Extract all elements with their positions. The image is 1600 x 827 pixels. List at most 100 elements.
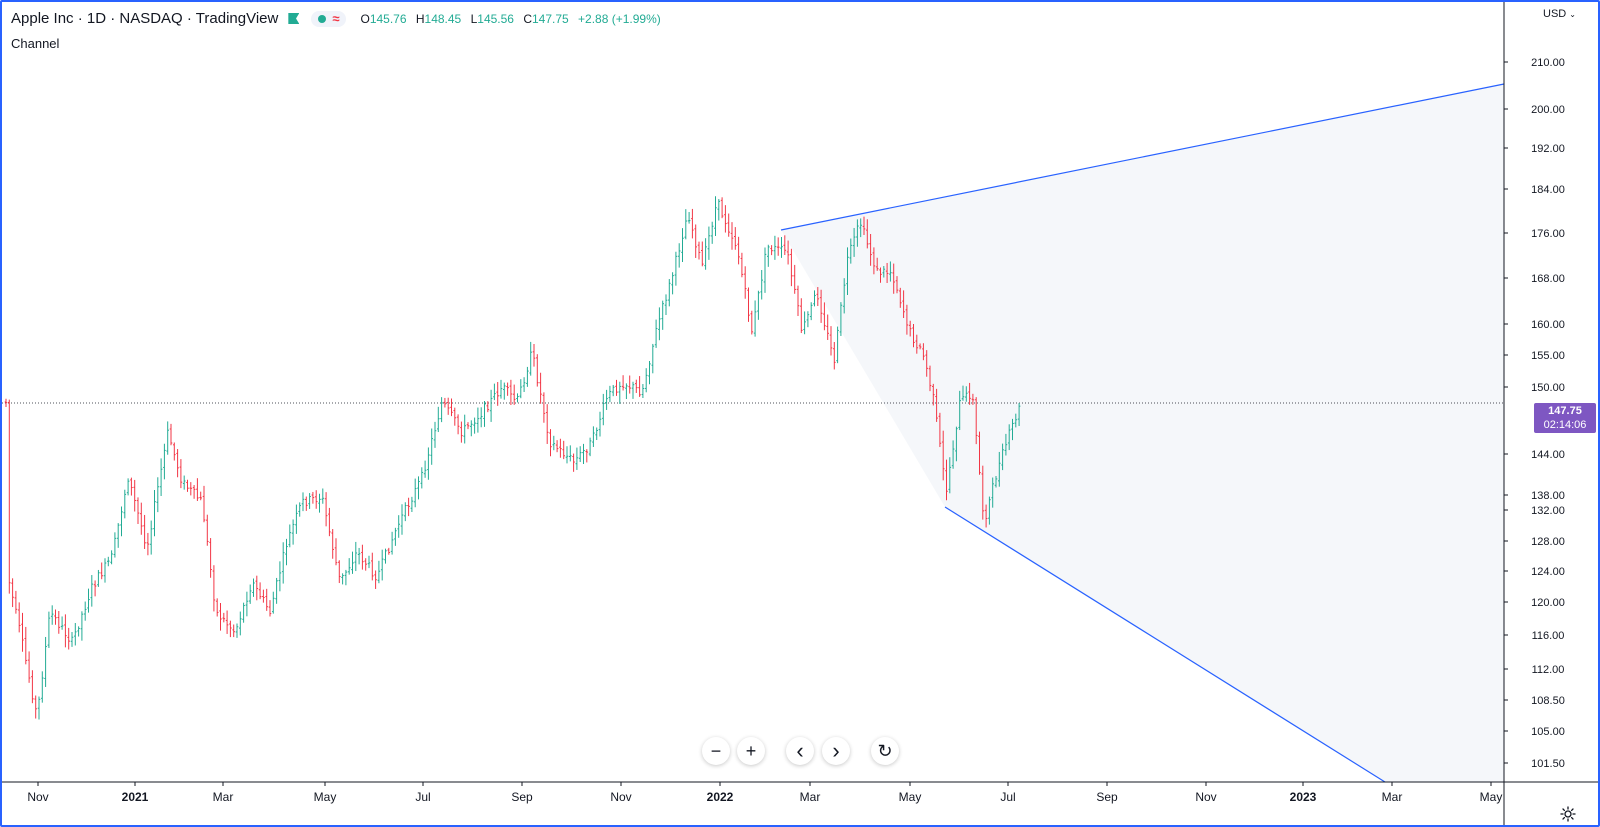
ohlc-bar	[1014, 413, 1018, 428]
scroll-right-button[interactable]: ›	[822, 737, 850, 765]
currency-selector[interactable]: USD ⌄	[1543, 8, 1576, 20]
ohlc-bar	[724, 205, 727, 233]
ohlc-bar	[143, 514, 146, 549]
ohlc-bar	[420, 467, 424, 489]
ohlc-bar	[199, 491, 202, 501]
ohlc-bar	[737, 236, 740, 265]
time-tick-label: Mar	[213, 790, 234, 804]
ohlc-bar	[50, 605, 54, 625]
ohlc-bar	[206, 514, 209, 546]
ohlc-bar	[57, 610, 61, 634]
price-tick-label: 168.00	[1531, 273, 1565, 285]
ohlc-bar	[374, 570, 377, 589]
price-tick-label: 124.00	[1531, 566, 1565, 578]
ohlc-bar	[453, 407, 457, 426]
open-label: O	[360, 11, 370, 26]
price-tick-label: 105.00	[1531, 726, 1565, 738]
ohlc-bar	[598, 411, 602, 437]
ohlc-bar	[285, 538, 288, 566]
ohlc-bar	[27, 651, 31, 683]
gear-icon[interactable]	[1558, 804, 1578, 824]
ohlc-bar	[440, 397, 443, 423]
ohlc-bar	[245, 591, 249, 617]
ohlc-bar	[275, 577, 278, 604]
flag-icon[interactable]	[288, 13, 300, 24]
ohlc-bar	[651, 343, 655, 374]
ohlc-bar	[747, 287, 750, 322]
price-tick-label: 144.00	[1531, 449, 1565, 461]
ohlc-bar	[588, 437, 592, 457]
high-label: H	[415, 11, 425, 26]
ohlc-bar	[110, 550, 113, 565]
ohlc-bar	[100, 562, 103, 580]
symbol-title[interactable]: Apple Inc · 1D · NASDAQ · TradingView	[11, 10, 279, 27]
ohlc-bar	[338, 560, 341, 584]
ohlc-bar	[757, 290, 760, 320]
ohlc-bar	[971, 393, 975, 405]
ohlc-bar	[450, 398, 453, 417]
ohlc-bar	[446, 397, 450, 415]
ohlc-bar	[328, 507, 331, 537]
ohlc-bar	[60, 616, 64, 630]
ohlc-bar	[813, 290, 816, 307]
ohlc-bar	[869, 233, 872, 266]
ohlc-bar	[281, 542, 285, 584]
ohlc-bar	[8, 399, 11, 594]
ohlc-bar	[123, 489, 127, 519]
zoom-out-button[interactable]: −	[702, 737, 730, 765]
ohlc-bar	[585, 449, 589, 463]
ohlc-bar	[701, 241, 704, 267]
ohlc-bar	[404, 502, 407, 522]
ohlc-bar	[849, 238, 853, 264]
ohlc-bar	[951, 440, 955, 469]
ohlc-bar	[1001, 443, 1004, 471]
ohlc-bar	[621, 375, 625, 391]
ohlc-bar	[324, 492, 328, 527]
price-tick-label: 200.00	[1531, 104, 1565, 116]
ohlc-bar	[417, 476, 420, 500]
ohlc-bar	[222, 612, 226, 623]
channel-upper-line	[780, 83, 1505, 231]
scroll-left-button[interactable]: ‹	[786, 737, 814, 765]
ohlc-bar	[136, 497, 140, 525]
zoom-in-button[interactable]: +	[737, 737, 765, 765]
time-tick-label: Nov	[1195, 790, 1216, 804]
ohlc-bar	[235, 623, 239, 638]
indicator-label[interactable]: Channel	[11, 36, 60, 51]
ohlc-bar	[252, 578, 255, 597]
ohlc-bar	[938, 412, 942, 448]
ohlc-bar	[819, 289, 823, 323]
ohlc-bar	[334, 538, 338, 566]
close-label: C	[523, 11, 532, 26]
market-open-icon	[318, 14, 327, 23]
ohlc-bar	[892, 263, 895, 294]
ohlc-bar	[961, 385, 965, 401]
ohlc-bar	[377, 560, 381, 584]
ohlc-bar	[163, 443, 166, 480]
ohlc-bar	[658, 307, 661, 341]
ohlc-bar	[965, 386, 968, 402]
price-tick-label: 116.00	[1532, 630, 1565, 642]
chevron-right-icon: ›	[832, 738, 840, 763]
ohlc-bar	[664, 294, 668, 316]
market-status[interactable]: ≈	[311, 10, 347, 27]
last-price-label: 147.75 02:14:06	[1534, 403, 1596, 433]
ohlc-bar	[575, 447, 579, 470]
ohlc-bar	[512, 384, 516, 405]
ohlc-bar	[37, 696, 41, 720]
ohlc-bar	[958, 390, 961, 431]
ohlc-bar	[836, 326, 839, 364]
low-label: L	[470, 11, 478, 26]
ohlc-bar	[635, 379, 638, 393]
ohlc-bar	[912, 324, 915, 348]
ohlc-bar	[212, 565, 216, 612]
ohlc-bar	[166, 421, 169, 455]
reset-chart-button[interactable]: ↻	[871, 737, 899, 765]
ohlc-bar	[932, 383, 935, 406]
price-tick-label: 108.50	[1531, 695, 1565, 707]
ohlc-bar	[239, 611, 242, 636]
ohlc-bar	[895, 276, 899, 294]
ohlc-bar	[902, 290, 905, 319]
ohlc-bar	[489, 389, 493, 422]
